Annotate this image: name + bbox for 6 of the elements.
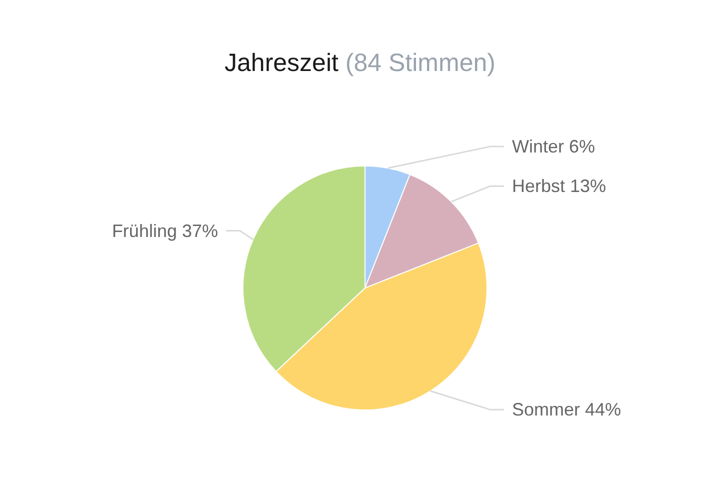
slice-label: Winter 6%	[512, 136, 596, 157]
slice-label: Sommer 44%	[512, 400, 622, 420]
slice-label: Herbst 13%	[512, 176, 606, 196]
chart-subtitle: (84 Stimmen)	[345, 49, 496, 77]
chart-title: Jahreszeit	[224, 49, 338, 77]
slice-label: Frühling 37%	[112, 220, 218, 241]
